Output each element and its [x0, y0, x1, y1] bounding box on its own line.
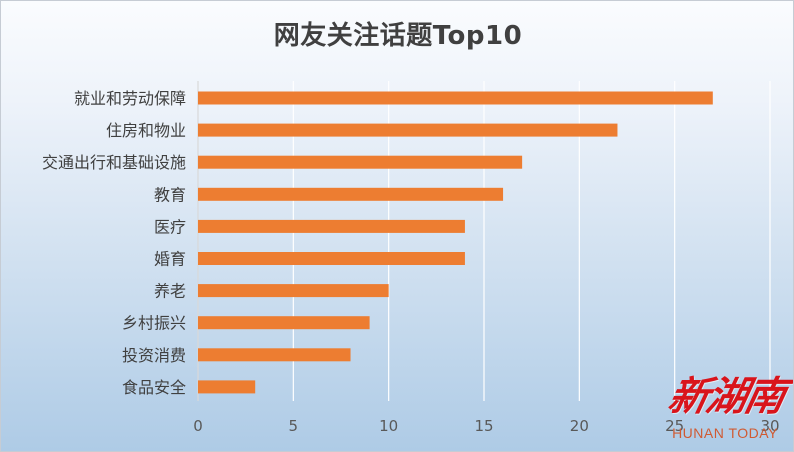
bar: [198, 252, 465, 265]
category-label: 教育: [154, 185, 186, 204]
hunan-today-watermark: 新湖南 HUNAN TODAY: [661, 373, 791, 451]
category-label: 食品安全: [122, 378, 186, 397]
bar: [198, 284, 389, 298]
x-tick-label: 15: [474, 417, 493, 435]
category-label: 住房和物业: [106, 121, 186, 140]
category-label: 交通出行和基础设施: [42, 153, 186, 172]
category-label: 投资消费: [122, 346, 186, 365]
x-tick-label: 25: [665, 417, 684, 435]
chart-title: 网友关注话题Top10: [273, 21, 523, 51]
bar: [198, 219, 465, 233]
category-labels: 就业和劳动保障住房和物业交通出行和基础设施教育医疗婚育养老乡村振兴投资消费食品安…: [42, 89, 186, 397]
bar: [198, 91, 713, 105]
bar: [198, 123, 618, 137]
bar: [198, 380, 256, 394]
x-tick-label: 20: [570, 417, 589, 435]
x-tick-label: 5: [289, 417, 299, 435]
category-label: 乡村振兴: [122, 314, 186, 333]
bar: [198, 316, 370, 330]
bar: [198, 348, 351, 362]
x-tick-label: 0: [193, 417, 203, 435]
bar: [198, 187, 504, 201]
watermark-logo: 新湖南: [664, 373, 789, 420]
x-tick-label: 10: [379, 417, 398, 435]
category-label: 就业和劳动保障: [74, 89, 186, 108]
bar: [198, 155, 523, 169]
watermark-subtext: HUNAN TODAY: [672, 425, 778, 441]
category-label: 婚育: [154, 250, 186, 269]
x-tick-labels: 0 5 10 15 20 25 30: [193, 417, 779, 435]
x-tick-label: 30: [760, 417, 779, 435]
bars: [198, 91, 713, 394]
category-label: 医疗: [154, 217, 186, 236]
category-label: 养老: [154, 282, 186, 301]
